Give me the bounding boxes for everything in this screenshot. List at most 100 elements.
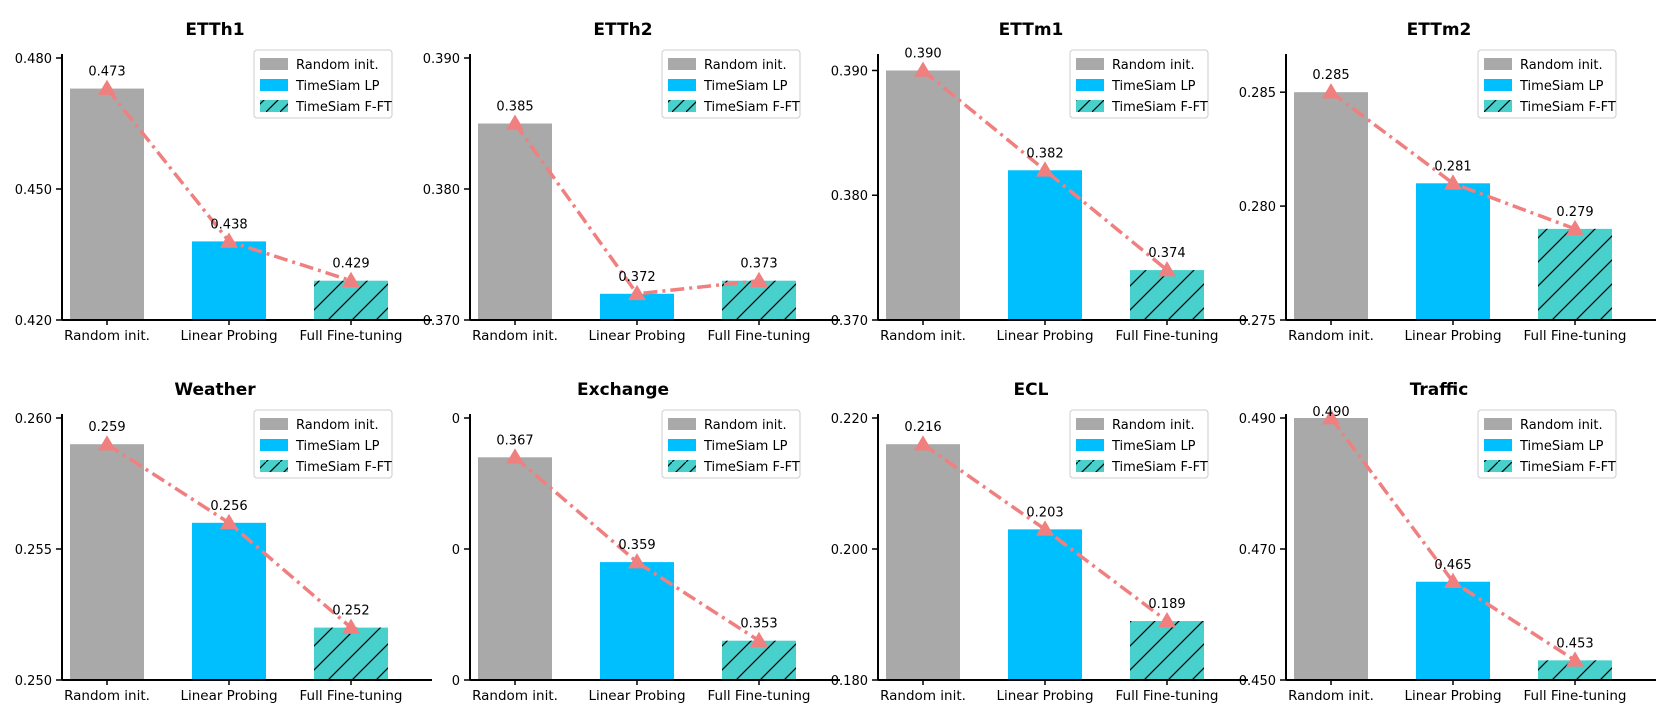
bar-linear-probing xyxy=(600,562,674,680)
bar-linear-probing xyxy=(1416,581,1490,680)
data-label: 0.465 xyxy=(1434,558,1471,573)
data-label: 0.259 xyxy=(88,420,125,435)
legend-timesiam-fft: TimeSiam F-FT xyxy=(1519,460,1616,475)
y-tick-label: 0.180 xyxy=(831,674,868,689)
data-label: 0.473 xyxy=(88,65,125,80)
chart-panel-ettm2: ETTm2 0.285 0.281 0.279 0.275 0.280 0.285 Rando… xyxy=(1239,20,1656,344)
bar-full-fine-tuning-hatch xyxy=(314,280,388,320)
trend-marker xyxy=(1444,572,1462,589)
x-tick-label: Linear Probing xyxy=(180,328,277,344)
x-tick-label: Random init. xyxy=(472,328,558,344)
x-tick-label: Linear Probing xyxy=(1404,328,1501,344)
data-label: 0.367 xyxy=(496,433,533,448)
x-tick-label: Linear Probing xyxy=(996,328,1093,344)
x-tick-label: Linear Probing xyxy=(1404,688,1501,704)
data-label: 0.429 xyxy=(332,257,369,272)
y-tick-label: 0.260 xyxy=(15,412,52,427)
legend-timesiam-lp-swatch xyxy=(1076,79,1104,91)
chart-title: ETTm1 xyxy=(999,20,1064,40)
x-tick-label: Linear Probing xyxy=(588,328,685,344)
bar-full-fine-tuning-hatch xyxy=(1538,228,1612,320)
data-label: 0.438 xyxy=(210,217,247,232)
legend-timesiam-lp: TimeSiam LP xyxy=(295,79,380,94)
trend-marker xyxy=(1158,261,1176,277)
legend-hatch xyxy=(260,100,288,112)
legend-timesiam-lp-swatch xyxy=(260,439,288,451)
trend-line xyxy=(1329,416,1576,662)
chart-panel-etth2: ETTh2 0.385 0.372 0.373 0.370 0.380 0.390 Rando… xyxy=(423,20,840,344)
x-tick-label: Random init. xyxy=(880,688,966,704)
trend-marker xyxy=(342,271,360,287)
legend-timesiam-lp-swatch xyxy=(1484,439,1512,451)
trend-line xyxy=(921,69,1169,272)
y-tick-label: 0.220 xyxy=(831,412,868,427)
y-tick-label: 0.200 xyxy=(831,543,868,558)
y-tick-label: 0.470 xyxy=(1239,543,1276,558)
trend-marker xyxy=(506,448,524,464)
data-label: 0.189 xyxy=(1148,597,1185,612)
legend-timesiam-fft: TimeSiam F-FT xyxy=(703,100,800,115)
legend-random-init: Random init. xyxy=(704,58,787,73)
trend-marker xyxy=(1322,409,1340,425)
bar-full-fine-tuning-hatch xyxy=(1130,621,1204,680)
legend-hatch xyxy=(1076,100,1104,112)
legend-hatch xyxy=(668,100,696,112)
legend-hatch xyxy=(1076,460,1104,472)
trend-marker xyxy=(914,435,932,451)
trend-marker xyxy=(506,114,524,130)
legend-box xyxy=(1477,49,1617,119)
legend-timesiam-lp: TimeSiam LP xyxy=(1111,439,1196,454)
bar-random-init xyxy=(1294,92,1368,320)
x-tick-label: Full Fine-tuning xyxy=(300,688,403,704)
trend-marker xyxy=(1322,83,1340,99)
bar-random-init xyxy=(1294,418,1368,680)
legend-random-init-swatch xyxy=(1484,418,1512,430)
legend-random-init-swatch xyxy=(1076,58,1104,70)
legend-timesiam-fft: TimeSiam F-FT xyxy=(295,100,392,115)
chart-title: ETTh1 xyxy=(185,20,244,40)
legend-box xyxy=(1477,409,1617,479)
legend-timesiam-lp: TimeSiam LP xyxy=(703,439,788,454)
data-label: 0.372 xyxy=(618,270,655,285)
legend-timesiam-fft: TimeSiam F-FT xyxy=(1519,100,1616,115)
y-tick-label: 0 xyxy=(452,412,460,427)
bar-linear-probing xyxy=(1008,529,1082,680)
legend-timesiam-lp-swatch xyxy=(1484,79,1512,91)
y-tick-label: 0.380 xyxy=(423,183,460,198)
bar-linear-probing xyxy=(1008,170,1082,320)
data-label: 0.490 xyxy=(1312,405,1349,420)
chart-title: Exchange xyxy=(577,380,669,400)
chart-panel-weather: Weather 0.259 0.256 0.252 0.250 0.255 0.260 Ran… xyxy=(15,380,432,704)
chart-panel-traffic: Traffic 0.490 0.465 0.453 0.450 0.470 0.490 Ran… xyxy=(1239,380,1656,704)
chart-panel-etth1: ETTh1 0.473 0.438 0.429 0.420 0.450 0.480 Rando… xyxy=(15,20,432,344)
legend-random-init: Random init. xyxy=(1520,58,1603,73)
bar-random-init xyxy=(478,123,552,320)
x-tick-label: Full Fine-tuning xyxy=(1116,328,1219,344)
legend-timesiam-fft: TimeSiam F-FT xyxy=(1111,460,1208,475)
legend-random-init-swatch xyxy=(1076,418,1104,430)
y-tick-label: 0.420 xyxy=(15,314,52,329)
x-tick-label: Random init. xyxy=(1288,688,1374,704)
y-tick-label: 0.255 xyxy=(15,543,52,558)
x-tick-label: Full Fine-tuning xyxy=(708,688,811,704)
trend-marker xyxy=(1444,174,1462,190)
data-label: 0.390 xyxy=(904,46,941,61)
y-tick-label: 0.280 xyxy=(1239,200,1276,215)
y-tick-label: 0.250 xyxy=(15,674,52,689)
legend-timesiam-lp-swatch xyxy=(668,79,696,91)
data-label: 0.252 xyxy=(332,604,369,619)
legend-timesiam-lp: TimeSiam LP xyxy=(1519,79,1604,94)
bar-full-fine-tuning-hatch xyxy=(722,640,796,680)
chart-title: ECL xyxy=(1014,380,1049,400)
y-tick-label: 0.390 xyxy=(831,64,868,79)
legend-timesiam-lp: TimeSiam LP xyxy=(295,439,380,454)
legend-timesiam-lp-swatch xyxy=(668,439,696,451)
y-tick-label: 0.285 xyxy=(1239,86,1276,101)
legend-random-init-swatch xyxy=(1484,58,1512,70)
legend-timesiam-lp: TimeSiam LP xyxy=(703,79,788,94)
x-tick-label: Random init. xyxy=(64,328,150,344)
legend-timesiam-fft: TimeSiam F-FT xyxy=(295,460,392,475)
trend-marker xyxy=(1566,219,1584,236)
data-label: 0.374 xyxy=(1148,246,1185,261)
